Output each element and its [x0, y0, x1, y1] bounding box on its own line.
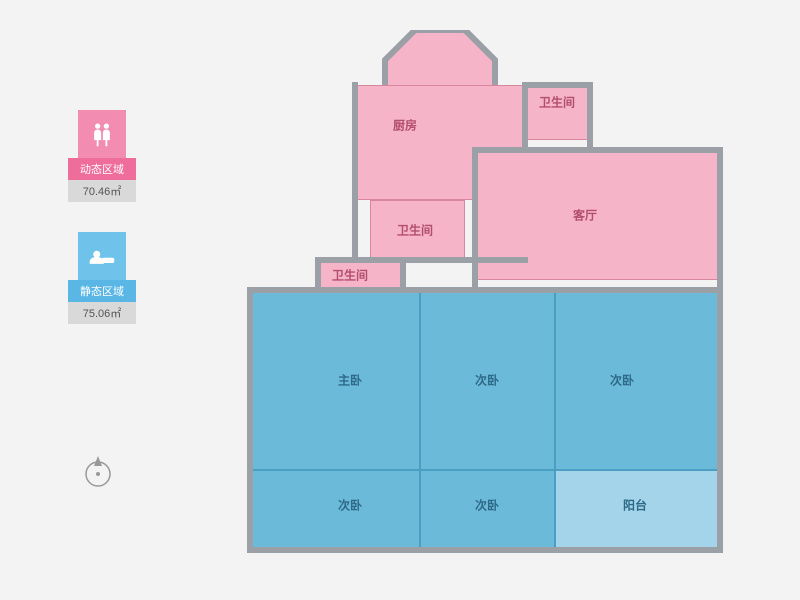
people-icon	[78, 110, 126, 158]
room-label: 卫生间	[332, 267, 368, 284]
room-客厅	[475, 150, 720, 280]
compass-icon	[78, 450, 118, 490]
legend: 动态区域 70.46㎡ 静态区域 75.06㎡	[68, 110, 136, 354]
room-label: 阳台	[623, 497, 647, 514]
room-次卧	[250, 470, 420, 550]
room-label: 客厅	[573, 207, 597, 224]
room-主卧	[250, 290, 420, 470]
room-label: 次卧	[475, 497, 499, 514]
room-label: 次卧	[610, 372, 634, 389]
kitchen-top-shape	[355, 30, 525, 90]
legend-static: 静态区域 75.06㎡	[68, 232, 136, 324]
legend-dynamic-label: 动态区域	[68, 158, 136, 180]
legend-static-value: 75.06㎡	[68, 302, 136, 324]
legend-dynamic: 动态区域 70.46㎡	[68, 110, 136, 202]
room-label: 次卧	[338, 497, 362, 514]
legend-static-label: 静态区域	[68, 280, 136, 302]
room-label: 主卧	[338, 372, 362, 389]
room-label: 次卧	[475, 372, 499, 389]
room-label: 厨房	[393, 117, 417, 134]
floor-plan: 厨房卫生间客厅卫生间卫生间主卧次卧次卧次卧次卧阳台	[250, 30, 740, 570]
room-label: 卫生间	[397, 222, 433, 239]
sleep-icon	[78, 232, 126, 280]
legend-dynamic-value: 70.46㎡	[68, 180, 136, 202]
room-次卧	[555, 290, 720, 470]
room-label: 卫生间	[539, 94, 575, 111]
